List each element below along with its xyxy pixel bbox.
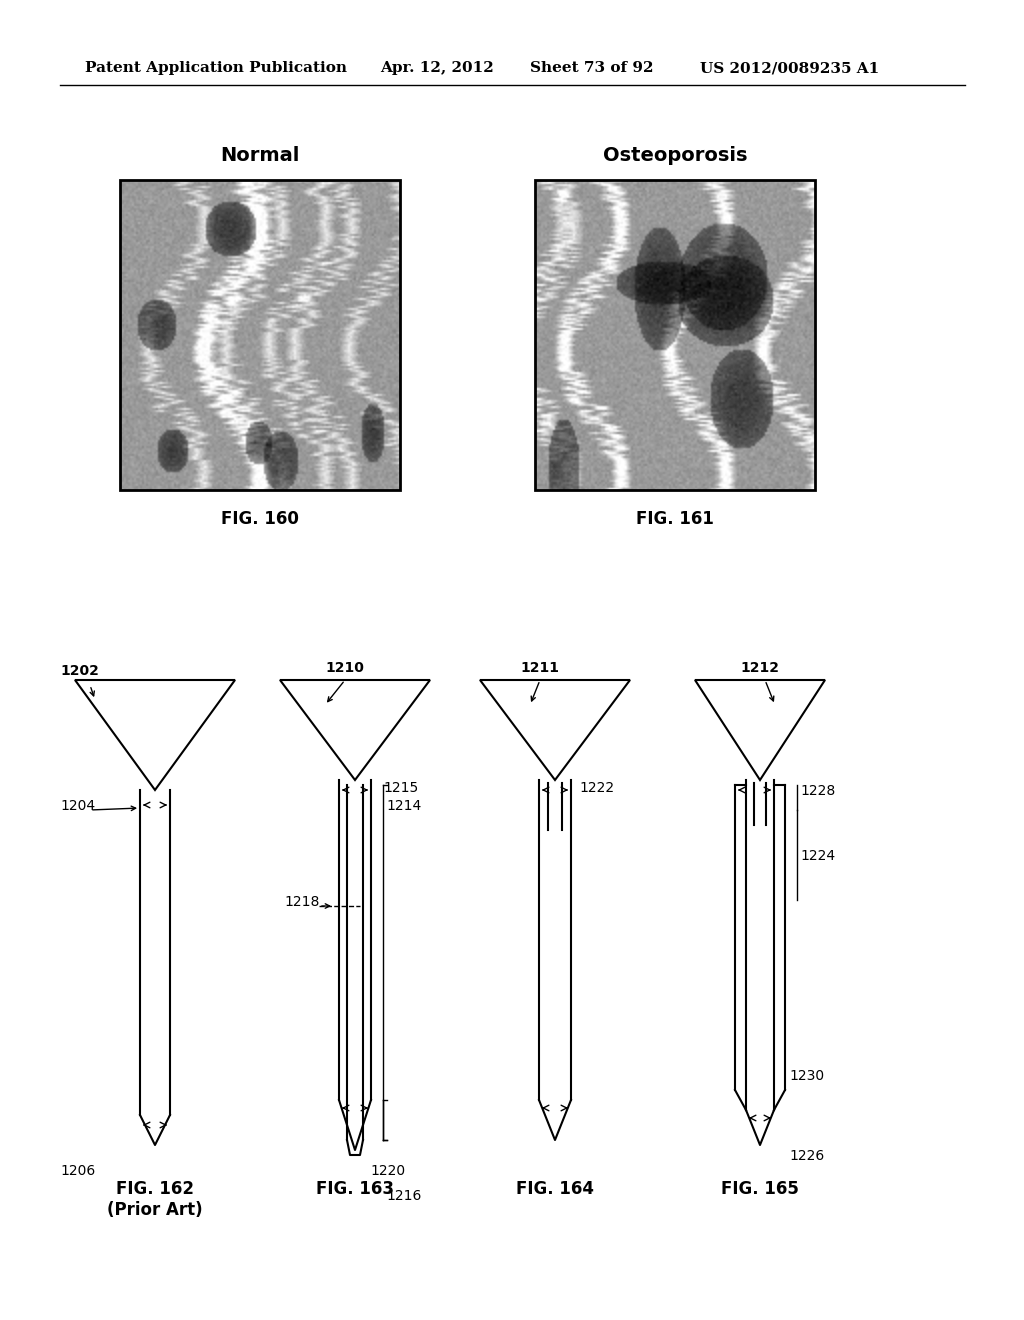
- Text: 1224: 1224: [800, 849, 836, 863]
- Text: Osteoporosis: Osteoporosis: [603, 147, 748, 165]
- Text: 1202: 1202: [60, 664, 99, 678]
- Text: 1220: 1220: [370, 1164, 406, 1177]
- Text: Normal: Normal: [220, 147, 300, 165]
- Bar: [535, 180, 815, 490]
- Text: FIG. 160: FIG. 160: [221, 510, 299, 528]
- Text: FIG. 161: FIG. 161: [636, 510, 714, 528]
- Text: Sheet 73 of 92: Sheet 73 of 92: [530, 61, 653, 75]
- Text: Patent Application Publication: Patent Application Publication: [85, 61, 347, 75]
- Text: 1222: 1222: [579, 781, 614, 795]
- Text: FIG. 165: FIG. 165: [721, 1180, 799, 1199]
- Text: 1212: 1212: [740, 661, 779, 675]
- Text: 1216: 1216: [386, 1189, 421, 1203]
- Text: 1211: 1211: [520, 661, 559, 675]
- Text: 1206: 1206: [60, 1164, 95, 1177]
- Text: 1230: 1230: [790, 1069, 824, 1082]
- Text: 1228: 1228: [800, 784, 836, 799]
- Text: 1210: 1210: [325, 661, 364, 675]
- Text: FIG. 163: FIG. 163: [316, 1180, 394, 1199]
- Text: 1214: 1214: [386, 799, 421, 813]
- Text: 1218: 1218: [284, 895, 319, 909]
- Text: 1204: 1204: [60, 799, 95, 813]
- Text: US 2012/0089235 A1: US 2012/0089235 A1: [700, 61, 880, 75]
- Text: 1215: 1215: [383, 781, 418, 795]
- Text: Apr. 12, 2012: Apr. 12, 2012: [380, 61, 494, 75]
- Bar: [120, 180, 400, 490]
- Text: FIG. 164: FIG. 164: [516, 1180, 594, 1199]
- Text: 1226: 1226: [790, 1148, 824, 1163]
- Text: FIG. 162
(Prior Art): FIG. 162 (Prior Art): [108, 1180, 203, 1218]
